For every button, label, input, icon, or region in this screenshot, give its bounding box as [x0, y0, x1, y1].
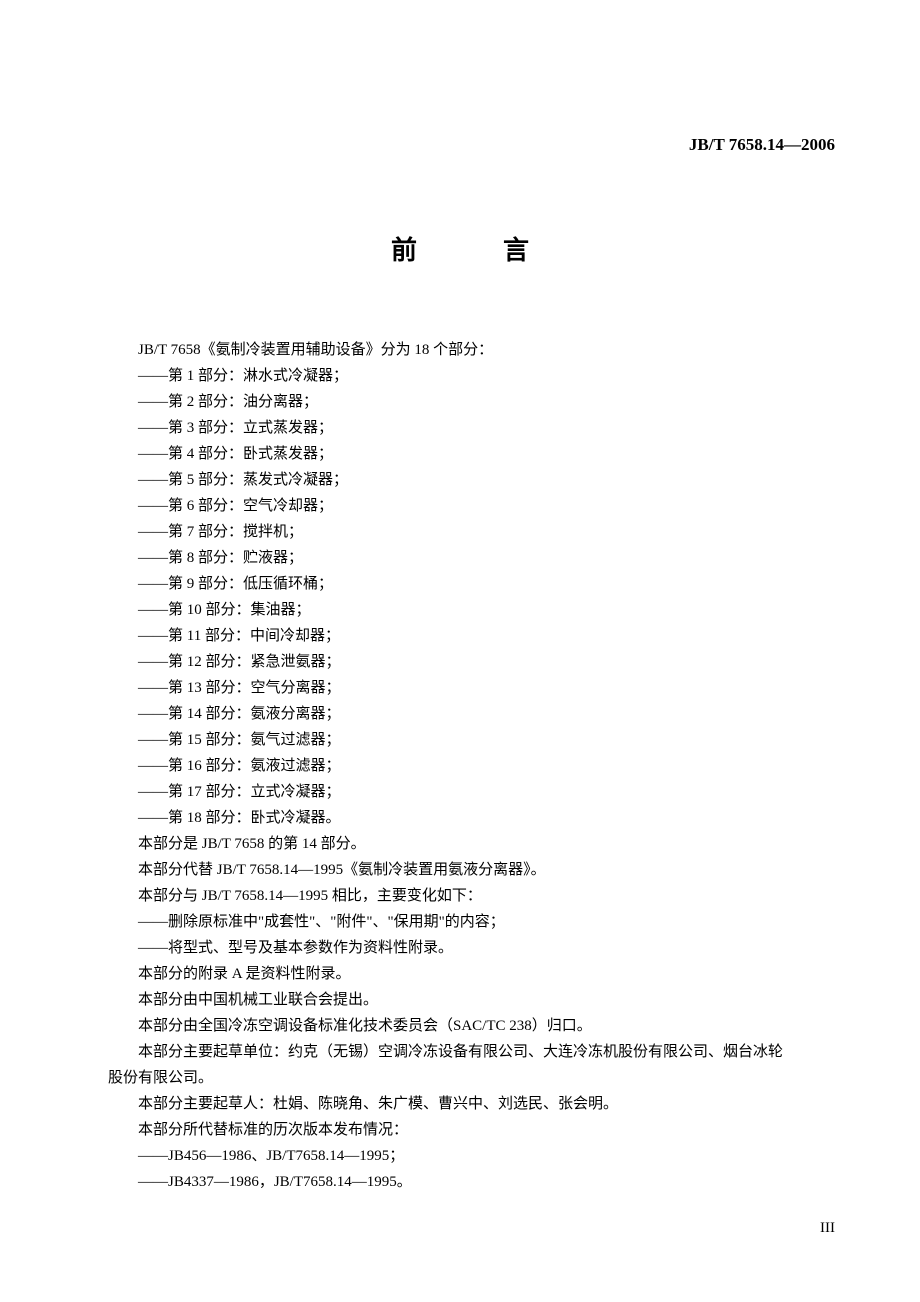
part-item: ——第 9 部分：低压循环桶；: [108, 571, 820, 597]
part-item: ——第 14 部分：氨液分离器；: [108, 701, 820, 727]
body-paragraph: 本部分由中国机械工业联合会提出。: [108, 987, 820, 1013]
part-item: ——第 18 部分：卧式冷凝器。: [108, 805, 820, 831]
part-item: ——第 1 部分：淋水式冷凝器；: [108, 363, 820, 389]
part-item: ——第 13 部分：空气分离器；: [108, 675, 820, 701]
part-item: ——第 12 部分：紧急泄氨器；: [108, 649, 820, 675]
page-title: 前 言: [80, 230, 840, 267]
body-paragraph: ——将型式、型号及基本参数作为资料性附录。: [108, 935, 820, 961]
body-paragraph: 本部分的附录 A 是资料性附录。: [108, 961, 820, 987]
part-item: ——第 16 部分：氨液过滤器；: [108, 753, 820, 779]
document-page: JB/T 7658.14—2006 前 言 JB/T 7658《氨制冷装置用辅助…: [0, 0, 920, 1255]
document-content: JB/T 7658《氨制冷装置用辅助设备》分为 18 个部分： ——第 1 部分…: [80, 337, 840, 1195]
part-item: ——第 2 部分：油分离器；: [108, 389, 820, 415]
body-paragraph: 本部分主要起草单位：约克（无锡）空调冷冻设备有限公司、大连冷冻机股份有限公司、烟…: [108, 1039, 820, 1065]
body-paragraph-continue: 股份有限公司。: [108, 1065, 820, 1091]
intro-text: JB/T 7658《氨制冷装置用辅助设备》分为 18 个部分：: [108, 337, 820, 363]
body-paragraph: ——JB4337—1986，JB/T7658.14—1995。: [108, 1169, 820, 1195]
part-item: ——第 15 部分：氨气过滤器；: [108, 727, 820, 753]
part-item: ——第 4 部分：卧式蒸发器；: [108, 441, 820, 467]
body-paragraph: ——删除原标准中"成套性"、"附件"、"保用期"的内容；: [108, 909, 820, 935]
part-item: ——第 10 部分：集油器；: [108, 597, 820, 623]
body-paragraph: 本部分由全国冷冻空调设备标准化技术委员会（SAC/TC 238）归口。: [108, 1013, 820, 1039]
part-item: ——第 5 部分：蒸发式冷凝器；: [108, 467, 820, 493]
body-paragraph: 本部分与 JB/T 7658.14—1995 相比，主要变化如下：: [108, 883, 820, 909]
body-paragraph: ——JB456—1986、JB/T7658.14—1995；: [108, 1143, 820, 1169]
body-paragraph: 本部分是 JB/T 7658 的第 14 部分。: [108, 831, 820, 857]
standard-id: JB/T 7658.14—2006: [689, 135, 835, 155]
part-item: ——第 6 部分：空气冷却器；: [108, 493, 820, 519]
page-number: III: [820, 1220, 835, 1237]
part-item: ——第 17 部分：立式冷凝器；: [108, 779, 820, 805]
body-paragraph: 本部分代替 JB/T 7658.14—1995《氨制冷装置用氨液分离器》。: [108, 857, 820, 883]
part-item: ——第 8 部分：贮液器；: [108, 545, 820, 571]
part-item: ——第 3 部分：立式蒸发器；: [108, 415, 820, 441]
body-paragraph: 本部分主要起草人：杜娟、陈晓角、朱广模、曹兴中、刘选民、张会明。: [108, 1091, 820, 1117]
body-paragraph: 本部分所代替标准的历次版本发布情况：: [108, 1117, 820, 1143]
part-item: ——第 7 部分：搅拌机；: [108, 519, 820, 545]
part-item: ——第 11 部分：中间冷却器；: [108, 623, 820, 649]
